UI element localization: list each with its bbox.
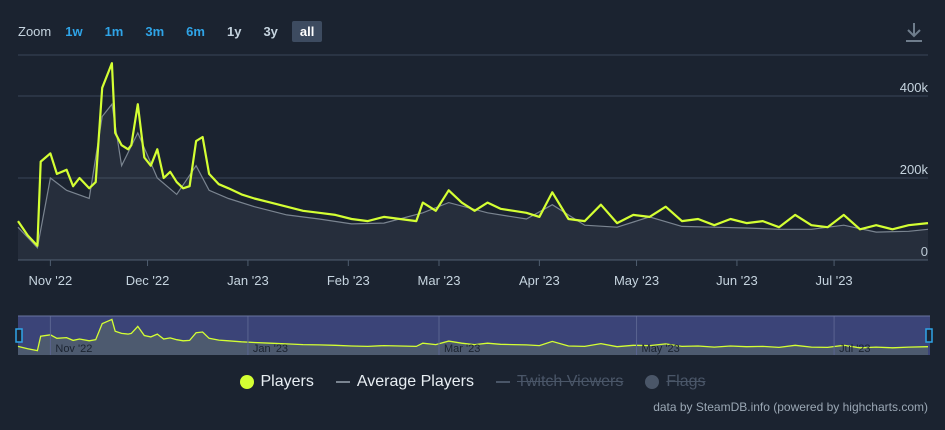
navigator-selection xyxy=(18,316,930,355)
zoom-3m-button[interactable]: 3m xyxy=(145,23,165,39)
credits[interactable]: data by SteamDB.info (powered by highcha… xyxy=(653,400,928,414)
x-tick-label: Mar '23 xyxy=(418,273,461,288)
download-icon[interactable] xyxy=(903,20,925,44)
x-tick-label: Jun '23 xyxy=(716,273,758,288)
players-line xyxy=(17,62,929,247)
navigator-tick-label: Jul '23 xyxy=(839,343,870,355)
navigator-area xyxy=(18,319,928,355)
twitch-line-icon xyxy=(495,381,510,383)
navigator-handle-left[interactable] xyxy=(15,328,23,343)
navigator-tick-label: Nov '22 xyxy=(55,343,92,355)
navigator-line xyxy=(17,318,929,352)
zoom-1y-button[interactable]: 1y xyxy=(226,23,242,39)
legend: Players Average Players Twitch Viewers F… xyxy=(0,373,945,391)
legend-label-players: Players xyxy=(260,373,314,390)
x-tick-label: May '23 xyxy=(614,273,659,288)
players-dot-icon xyxy=(239,375,254,389)
legend-item-players[interactable]: Players xyxy=(239,373,314,391)
zoom-6m-button[interactable]: 6m xyxy=(186,23,205,39)
zoom-3y-button[interactable]: 3y xyxy=(263,23,278,39)
legend-item-twitch-viewers[interactable]: Twitch Viewers xyxy=(495,373,624,391)
x-tick-label: Apr '23 xyxy=(519,273,560,288)
navigator-handle-right[interactable] xyxy=(925,328,933,343)
zoom-bar: Zoom 1w 1m 3m 6m 1y 3y all xyxy=(18,20,328,42)
navigator-tick-label: Jan '23 xyxy=(253,343,288,355)
zoom-1w-button[interactable]: 1w xyxy=(65,23,83,39)
x-tick-label: Feb '23 xyxy=(327,273,370,288)
legend-label-twitch-viewers: Twitch Viewers xyxy=(516,373,624,390)
y-tick-label: 400k xyxy=(900,80,929,95)
navigator-tick-label: May '23 xyxy=(642,343,680,355)
zoom-label: Zoom xyxy=(18,23,52,39)
legend-item-flags[interactable]: Flags xyxy=(645,373,706,391)
legend-item-average-players[interactable]: Average Players xyxy=(335,373,474,391)
flags-dot-icon xyxy=(645,375,660,389)
zoom-1m-button[interactable]: 1m xyxy=(104,23,124,39)
x-tick-label: Dec '22 xyxy=(126,273,170,288)
x-tick-label: Nov '22 xyxy=(29,273,73,288)
x-tick-label: Jul '23 xyxy=(815,273,852,288)
legend-label-average-players: Average Players xyxy=(356,373,474,390)
legend-label-flags: Flags xyxy=(666,373,706,390)
y-tick-label: 200k xyxy=(900,162,929,177)
average-line-icon xyxy=(335,381,350,383)
x-tick-label: Jan '23 xyxy=(227,273,269,288)
average-players-line xyxy=(17,102,929,249)
average-area xyxy=(18,104,928,260)
zoom-all-button[interactable]: all xyxy=(291,20,323,42)
navigator-tick-label: Mar '23 xyxy=(444,343,480,355)
y-tick-label: 0 xyxy=(921,244,928,259)
